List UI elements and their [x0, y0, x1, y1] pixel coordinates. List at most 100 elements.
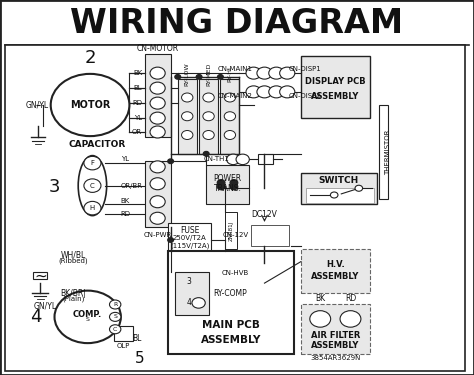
Circle shape [280, 67, 295, 79]
Text: RD: RD [345, 294, 356, 303]
Text: CN-TH1: CN-TH1 [204, 156, 230, 162]
Text: FUSE: FUSE [180, 226, 199, 235]
Text: MOTOR: MOTOR [70, 100, 110, 110]
Text: S: S [113, 314, 117, 320]
Circle shape [150, 161, 165, 173]
Text: ASSEMBLY: ASSEMBLY [311, 272, 360, 280]
Bar [225, 212, 237, 249]
Text: BK/BR|: BK/BR| [61, 289, 86, 298]
Circle shape [150, 82, 165, 94]
Circle shape [224, 93, 236, 102]
Circle shape [168, 238, 173, 242]
Circle shape [257, 86, 272, 98]
Text: 3: 3 [49, 178, 60, 196]
Circle shape [109, 312, 121, 321]
Text: CN-MAIN2: CN-MAIN2 [218, 93, 253, 99]
Circle shape [150, 126, 165, 138]
Text: C: C [90, 183, 95, 189]
Bar [220, 79, 239, 154]
Bar [145, 54, 171, 137]
Text: CN-MOTOR: CN-MOTOR [137, 44, 179, 53]
Circle shape [182, 93, 193, 102]
Bar [199, 79, 218, 154]
Text: R: R [113, 302, 117, 307]
Circle shape [224, 130, 236, 140]
Text: YL: YL [121, 156, 129, 162]
Text: ASSEMBLY: ASSEMBLY [311, 92, 360, 101]
Text: 3: 3 [186, 277, 191, 286]
Circle shape [280, 86, 295, 98]
Text: CN-HVB: CN-HVB [222, 270, 249, 276]
Bar [5, 4, 469, 45]
Circle shape [203, 130, 214, 140]
Circle shape [55, 291, 121, 343]
Circle shape [109, 325, 121, 334]
Text: THERMISTOR: THERMISTOR [385, 129, 391, 175]
Circle shape [150, 178, 165, 190]
Text: S: S [86, 317, 90, 322]
Circle shape [203, 112, 214, 121]
Circle shape [330, 192, 338, 198]
Bar [206, 165, 249, 204]
Text: F: F [91, 160, 94, 166]
Text: ASSEMBLY: ASSEMBLY [311, 341, 360, 350]
Text: BL: BL [134, 85, 142, 91]
Text: BK: BK [133, 70, 142, 76]
Circle shape [84, 201, 101, 215]
Circle shape [84, 156, 101, 170]
Text: H: H [90, 205, 95, 211]
Text: OR/BR: OR/BR [121, 183, 143, 189]
Text: ~: ~ [34, 268, 46, 283]
Text: ASSEMBLY: ASSEMBLY [201, 335, 261, 345]
Text: H.V.: H.V. [326, 260, 345, 269]
Circle shape [150, 212, 165, 224]
Bar [301, 249, 370, 292]
Bar [251, 225, 289, 246]
Text: RD: RD [132, 100, 142, 106]
Text: AIR FILTER: AIR FILTER [310, 331, 360, 340]
Circle shape [217, 184, 225, 190]
Text: DISPLAY PCB: DISPLAY PCB [305, 76, 365, 86]
Bar [301, 56, 370, 118]
Circle shape [150, 196, 165, 208]
Bar [178, 79, 197, 154]
Bar [5, 45, 465, 371]
Bar [379, 105, 388, 199]
Text: (Plain): (Plain) [62, 296, 85, 302]
Text: 2: 2 [84, 49, 96, 67]
Circle shape [150, 112, 165, 124]
Circle shape [150, 97, 165, 109]
Text: RD: RD [121, 211, 131, 217]
Circle shape [109, 300, 121, 309]
Text: DC12V: DC12V [252, 210, 277, 219]
Circle shape [84, 179, 101, 192]
Text: GN/YL: GN/YL [33, 301, 56, 310]
Circle shape [257, 67, 272, 79]
Text: 4: 4 [186, 298, 191, 307]
Bar [168, 223, 211, 257]
Circle shape [168, 159, 173, 164]
Circle shape [230, 184, 237, 190]
Text: 4: 4 [30, 308, 41, 326]
Text: BK: BK [121, 198, 130, 204]
Circle shape [269, 86, 284, 98]
Circle shape [340, 310, 361, 327]
Text: RY-MED: RY-MED [206, 63, 211, 86]
Text: (Ribbed): (Ribbed) [59, 257, 88, 264]
Circle shape [310, 310, 331, 327]
Circle shape [203, 93, 214, 102]
Bar [306, 188, 374, 202]
Bar [114, 326, 133, 341]
Ellipse shape [78, 156, 107, 216]
Text: 250V/T2A: 250V/T2A [173, 236, 207, 242]
Circle shape [224, 112, 236, 121]
Text: RY-COMP: RY-COMP [213, 289, 247, 298]
Text: TRANS.: TRANS. [214, 184, 241, 193]
Bar [145, 161, 171, 227]
Bar [258, 154, 273, 164]
Text: CN-MAIN1: CN-MAIN1 [218, 66, 253, 72]
Bar [301, 304, 370, 354]
Circle shape [192, 298, 205, 308]
Circle shape [217, 180, 225, 186]
Circle shape [230, 180, 237, 186]
